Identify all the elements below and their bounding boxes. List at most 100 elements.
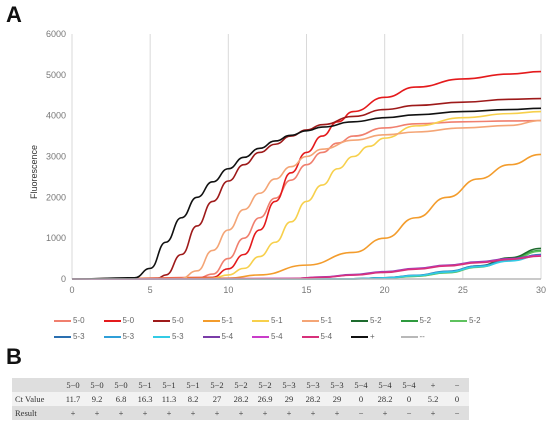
chart-lines: [71, 70, 542, 280]
table-cell: +: [229, 406, 253, 420]
legend-label: 5-0: [122, 316, 135, 325]
legend-swatch: [301, 319, 319, 322]
table-cell: +: [253, 406, 277, 420]
series-line-2: [71, 97, 542, 280]
table-cell: +: [85, 406, 109, 420]
column-header: 5−2: [205, 378, 229, 392]
x-tick-label: 15: [301, 285, 311, 295]
column-header: 5−1: [133, 378, 157, 392]
legend-label: 5-3: [122, 332, 135, 341]
table-cell: −: [445, 406, 469, 420]
row-label: Result: [12, 406, 61, 420]
column-header: 5−4: [349, 378, 373, 392]
table-cell: +: [325, 406, 349, 420]
table-corner-cell: [12, 378, 61, 392]
table-cell: 8.2: [181, 392, 205, 406]
series-line-4: [71, 110, 542, 280]
legend-item: 5-1: [202, 316, 234, 325]
table-cell: −: [349, 406, 373, 420]
y-tick-label: 1000: [46, 233, 66, 243]
legend-item: 5-1: [301, 316, 332, 325]
legend-swatch: [450, 319, 467, 322]
legend-item: 5-4: [301, 332, 333, 341]
amplification-chart: 0 5 10 15 20 25 30 0 1000 2000 3000 4000 5000 6000 Fl…: [29, 29, 546, 295]
table-cell: 11.7: [61, 392, 85, 406]
legend-swatch: [252, 335, 269, 338]
table-cell: +: [421, 406, 445, 420]
y-tick-label: 5000: [46, 70, 66, 80]
legend-swatch: [351, 319, 368, 322]
table-cell: 28.2: [301, 392, 325, 406]
column-header: 5−2: [229, 378, 253, 392]
legend-label: 5-0: [172, 316, 184, 325]
table-cell: 5.2: [421, 392, 445, 406]
legend-item: 5-3: [153, 332, 184, 341]
legend-swatch: [252, 319, 269, 322]
legend-item: 5-0: [153, 316, 184, 325]
legend-swatch: [202, 335, 220, 338]
chart-axes: 0 5 10 15 20 25 30 0 1000 2000 3000 4000 5000 6000: [46, 29, 546, 295]
table-cell: +: [277, 406, 301, 420]
legend-item: 5-3: [54, 332, 85, 341]
legend-swatch: [351, 335, 368, 338]
table-cell: 28.2: [229, 392, 253, 406]
legend-label: 5-0: [73, 316, 85, 325]
table-cell: +: [205, 406, 229, 420]
column-header: 5−0: [85, 378, 109, 392]
table-cell: 29: [277, 392, 301, 406]
table-cell: 27: [205, 392, 229, 406]
table-cell: 0: [397, 392, 421, 406]
legend-label: 5-3: [172, 332, 184, 341]
y-axis-label: Fluorescence: [29, 145, 39, 199]
legend-item: 5-2: [450, 316, 481, 325]
column-header: 5−1: [181, 378, 205, 392]
legend-item: 5-4: [252, 332, 283, 341]
panel-label-b: B: [6, 344, 22, 369]
table-cell: 29: [325, 392, 349, 406]
x-tick-label: 5: [148, 285, 153, 295]
legend-label: 5-2: [419, 316, 432, 325]
row-label: Ct Value: [12, 392, 61, 406]
legend-swatch: [202, 319, 220, 322]
table-cell: +: [181, 406, 205, 420]
table-cell: 28.2: [373, 392, 397, 406]
legend-item: 5-0: [103, 316, 135, 325]
x-tick-label: 30: [536, 285, 546, 295]
table-cell: +: [301, 406, 325, 420]
legend-swatch: [301, 335, 319, 338]
legend-item: 5-1: [252, 316, 283, 325]
legend-label: 5-1: [271, 316, 283, 325]
legend-swatch: [103, 335, 121, 338]
x-tick-label: 0: [69, 285, 74, 295]
table-cell: 16.3: [133, 392, 157, 406]
legend-label: 5-1: [221, 316, 234, 325]
table-cell: 6.8: [109, 392, 133, 406]
column-header: 5−3: [277, 378, 301, 392]
ct-value-table: 5−0 5−0 5−0 5−1 5−1 5−1 5−2 5−2 5−2 5−3 5−3 5−3 5−4 5…: [12, 378, 469, 420]
series-line-0: [71, 119, 542, 280]
y-tick-label: 0: [61, 274, 66, 284]
table-cell: 0: [445, 392, 469, 406]
legend-swatch: [103, 319, 121, 322]
table-cell: +: [133, 406, 157, 420]
legend-swatch: [54, 319, 71, 322]
table-cell: 11.3: [157, 392, 181, 406]
y-tick-label: 2000: [46, 192, 66, 202]
table-row-result: Result + + + + + + + + + + + + − + − + −: [12, 406, 469, 420]
legend-label: --: [419, 332, 425, 341]
y-tick-label: 6000: [46, 29, 66, 39]
legend-item: 5-2: [400, 316, 432, 325]
column-header: 5−1: [157, 378, 181, 392]
y-tick-label: 4000: [46, 111, 66, 121]
chart-legend: 5-0 5-0 5-0 5-1 5-1 5-1 5-2 5-2 5-2 5-3 5-3 5-3 5-4 5…: [40, 316, 550, 344]
column-header: 5−4: [373, 378, 397, 392]
column-header: 5−0: [61, 378, 85, 392]
table-cell: +: [373, 406, 397, 420]
table-header-row: 5−0 5−0 5−0 5−1 5−1 5−1 5−2 5−2 5−2 5−3 5−3 5−3 5−4 5…: [12, 378, 469, 392]
legend-swatch: [153, 335, 170, 338]
legend-item: 5-4: [202, 332, 233, 341]
legend-label: 5-4: [320, 332, 333, 341]
y-tick-label: 3000: [46, 152, 66, 162]
panel-label-a: A: [6, 2, 22, 27]
series-line-5: [71, 119, 542, 280]
